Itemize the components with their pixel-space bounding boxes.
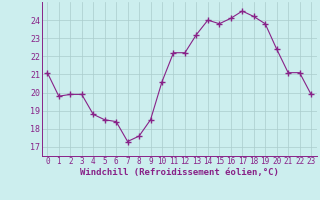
X-axis label: Windchill (Refroidissement éolien,°C): Windchill (Refroidissement éolien,°C)	[80, 168, 279, 177]
